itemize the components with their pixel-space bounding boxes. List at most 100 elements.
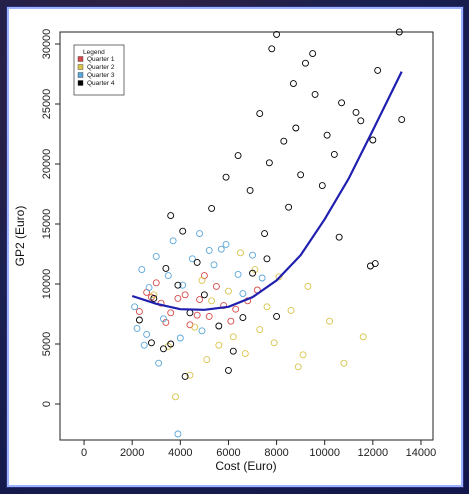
data-point	[205, 312, 213, 320]
y-axis: 0 5000 10000 15000 20000 25000 30000	[41, 29, 60, 407]
data-point	[174, 294, 182, 302]
data-point	[152, 279, 160, 287]
data-point	[131, 303, 139, 311]
data-point	[273, 312, 281, 320]
y-tick-label: 15000	[41, 209, 53, 240]
data-point	[330, 150, 338, 158]
data-point	[369, 136, 377, 144]
data-point	[227, 317, 235, 325]
data-point	[237, 249, 244, 257]
data-point	[234, 152, 242, 160]
data-point	[167, 340, 175, 348]
data-point	[258, 274, 266, 282]
x-tick-label: 4000	[168, 447, 192, 459]
data-point	[160, 315, 167, 323]
data-points	[131, 28, 406, 438]
y-tick-label: 20000	[41, 149, 53, 180]
y-tick-label: 10000	[41, 269, 53, 300]
data-point	[299, 351, 307, 359]
data-point	[179, 227, 187, 235]
data-point	[188, 255, 196, 263]
x-tick-label: 14000	[406, 447, 437, 459]
data-point	[292, 124, 300, 132]
data-point	[294, 363, 302, 371]
data-point	[150, 291, 158, 299]
data-point	[268, 45, 276, 53]
data-point	[326, 317, 333, 325]
legend-box	[73, 44, 125, 96]
data-point	[239, 314, 247, 322]
data-point	[164, 272, 172, 280]
data-point	[147, 339, 155, 347]
data-point	[270, 339, 278, 347]
data-point	[289, 80, 297, 88]
data-point	[215, 341, 223, 349]
data-point	[155, 359, 163, 367]
data-point	[352, 108, 360, 116]
data-point	[359, 333, 367, 341]
data-point	[222, 240, 230, 248]
legend-swatch	[77, 72, 84, 78]
data-point	[152, 252, 160, 260]
y-axis-title: GP2 (Euro)	[13, 206, 27, 267]
data-point	[263, 303, 271, 311]
data-point	[181, 372, 189, 380]
data-point	[246, 186, 254, 194]
data-point	[210, 261, 218, 269]
data-point	[143, 330, 151, 338]
x-tick-label: 8000	[264, 447, 288, 459]
data-point	[261, 230, 268, 238]
data-point	[133, 324, 141, 332]
data-point	[140, 341, 148, 349]
data-point	[181, 291, 189, 299]
data-point	[174, 430, 182, 438]
data-point	[208, 297, 216, 305]
data-point	[241, 350, 249, 358]
data-point	[135, 316, 143, 324]
data-point	[160, 345, 167, 353]
data-point	[196, 296, 204, 304]
legend-label: Quarter 2	[87, 64, 115, 71]
legend-swatch	[77, 56, 84, 62]
data-point	[311, 90, 319, 98]
data-point	[335, 233, 343, 241]
data-point	[273, 30, 281, 38]
data-point	[280, 137, 288, 145]
data-point	[256, 110, 264, 118]
legend-swatch	[77, 80, 84, 86]
data-point	[217, 245, 225, 253]
data-point	[222, 173, 230, 181]
data-point	[318, 182, 326, 190]
data-point	[395, 28, 403, 36]
data-point	[208, 204, 216, 212]
data-point	[179, 281, 187, 289]
data-point	[285, 203, 293, 211]
data-point	[138, 266, 146, 274]
data-point	[205, 246, 213, 254]
data-point	[193, 258, 201, 266]
data-point	[135, 308, 143, 316]
data-point	[176, 334, 184, 342]
data-point	[249, 269, 256, 277]
data-point	[162, 318, 170, 326]
data-point	[323, 131, 331, 139]
data-point	[309, 50, 317, 58]
data-point	[304, 282, 312, 290]
data-point	[234, 270, 242, 278]
fit-curve	[131, 71, 403, 311]
data-point	[239, 290, 247, 298]
data-point	[366, 262, 374, 270]
x-tick-label: 0	[81, 447, 87, 459]
data-point	[374, 66, 382, 74]
data-point	[297, 171, 305, 179]
legend-swatch	[77, 64, 84, 70]
data-point	[198, 276, 206, 284]
data-point	[203, 356, 211, 364]
data-point	[220, 302, 228, 310]
data-point	[256, 326, 264, 334]
data-point	[340, 359, 348, 367]
legend-label: Quarter 4	[87, 80, 115, 87]
data-point	[357, 117, 365, 125]
